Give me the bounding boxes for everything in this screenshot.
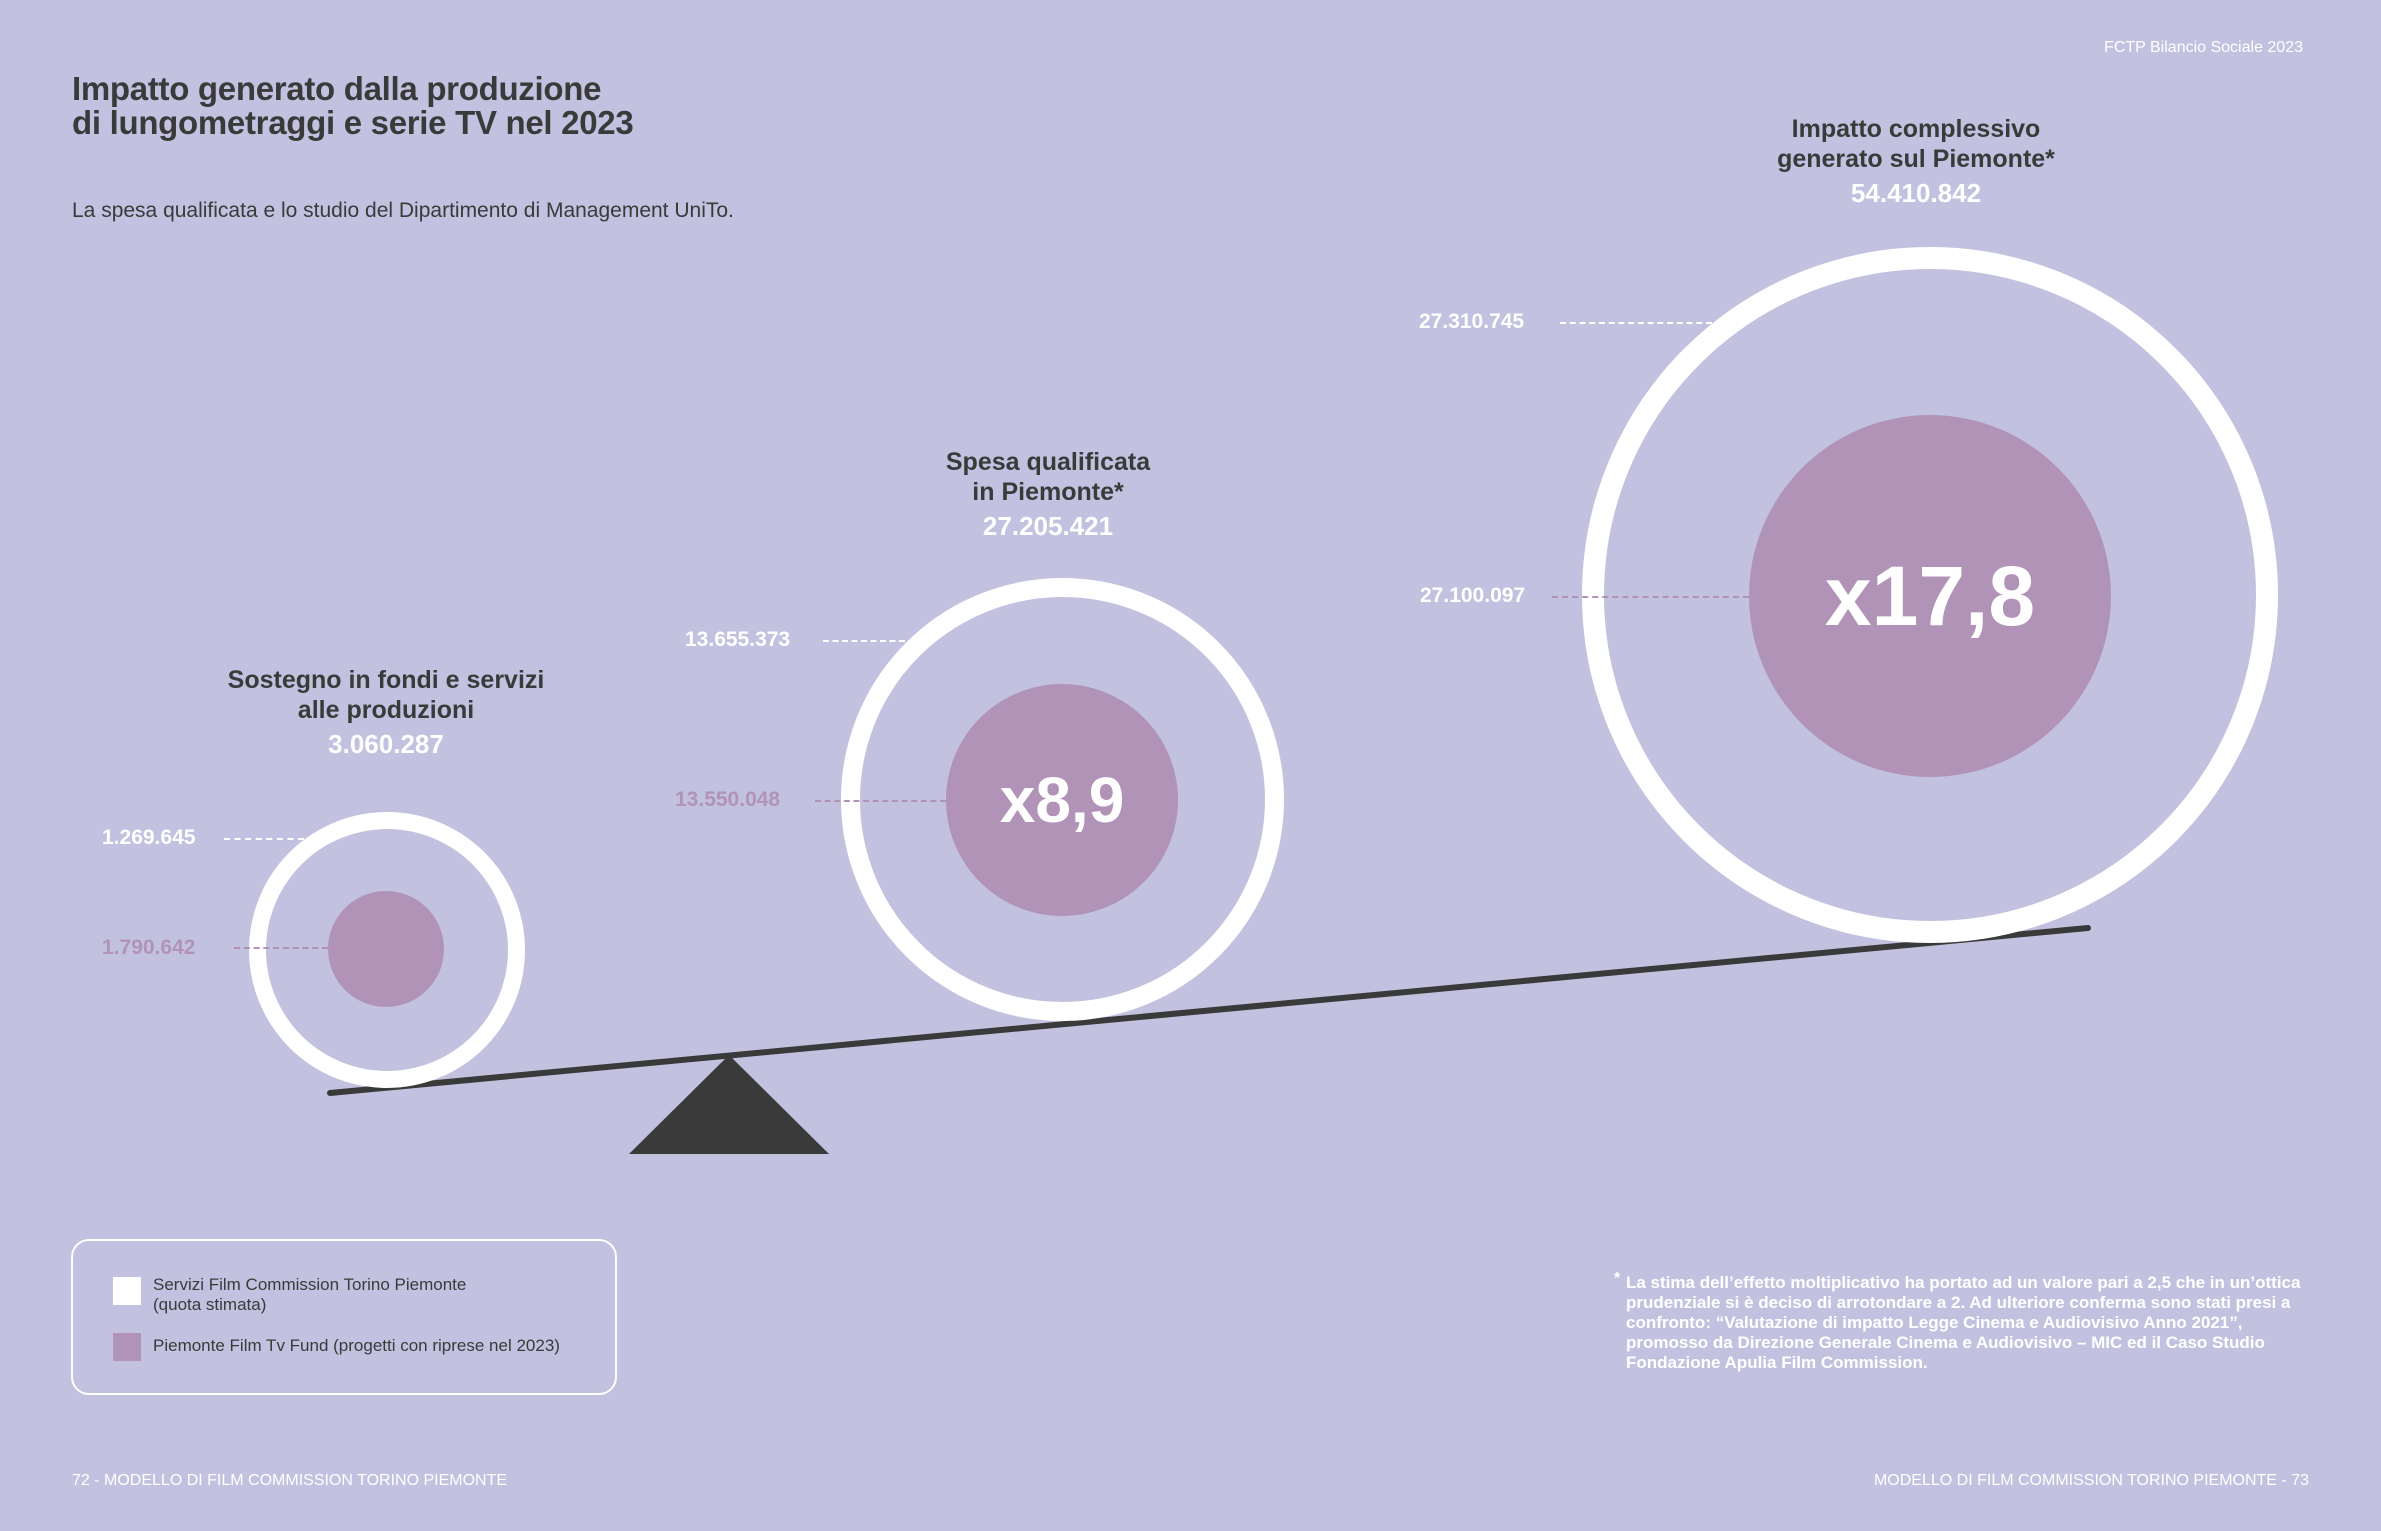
group-impact-label: Impatto complessivo generato sul Piemont… <box>1716 114 2116 174</box>
legend-item-fund: Piemonte Film Tv Fund (progetti con ripr… <box>113 1331 560 1361</box>
group-spending-fund-value: 13.550.048 <box>675 788 781 811</box>
page-title: Impatto generato dalla produzione di lun… <box>72 70 634 141</box>
group-spending-services-value: 13.655.373 <box>685 628 791 651</box>
group-spending-fund-disc: x8,9 <box>946 684 1178 916</box>
group-support-fund-disc <box>328 891 444 1007</box>
group-impact-label-line-2: generato sul Piemonte* <box>1777 145 2055 173</box>
footnote-text: La stima dell’effetto moltiplicativo ha … <box>1626 1273 2301 1372</box>
group-impact-multiplier: x17,8 <box>1824 548 2036 643</box>
footnote-marker: * <box>1614 1270 1621 1287</box>
group-spending-total: 27.205.421 <box>982 511 1114 541</box>
page-subtitle: La spesa qualificata e lo studio del Dip… <box>72 199 734 222</box>
group-spending-label-line-1: Spesa qualificata <box>945 448 1151 476</box>
legend-swatch-fund <box>113 1333 141 1361</box>
footnote: * La stima dell’effetto moltiplicativo h… <box>1614 1270 2316 1373</box>
group-impact-header: Impatto complessivo generato sul Piemont… <box>1716 114 2116 208</box>
group-impact-total: 54.410.842 <box>1850 178 1982 208</box>
group-spending-label: Spesa qualificata in Piemonte* <box>848 447 1248 507</box>
legend: Servizi Film Commission Torino Piemonte … <box>71 1239 617 1395</box>
legend-swatch-services <box>113 1277 141 1305</box>
group-spending-multiplier: x8,9 <box>999 764 1125 836</box>
group-impact-fund-leader <box>1552 596 1749 598</box>
legend-label-services-line-1: Servizi Film Commission Torino Piemonte <box>153 1275 467 1294</box>
group-support-services-value: 1.269.645 <box>102 826 196 849</box>
group-impact-services-value: 27.310.745 <box>1419 310 1525 333</box>
group-support-label-line-1: Sostegno in fondi e servizi <box>227 666 545 694</box>
legend-label-services: Servizi Film Commission Torino Piemonte … <box>153 1275 466 1315</box>
footer-right: MODELLO DI FILM COMMISSION TORINO PIEMON… <box>1873 1472 2309 1489</box>
legend-label-fund: Piemonte Film Tv Fund (progetti con ripr… <box>153 1336 560 1355</box>
group-impact-services-leader <box>1560 322 1712 324</box>
group-impact-label-line-1: Impatto complessivo <box>1791 115 2041 143</box>
group-impact-fund-disc: x17,8 <box>1749 415 2111 777</box>
group-spending-header: Spesa qualificata in Piemonte* 27.205.42… <box>848 447 1248 541</box>
seesaw-beam <box>327 925 2091 1096</box>
group-support-label: Sostegno in fondi e servizi alle produzi… <box>186 665 586 725</box>
report-header: FCTP Bilancio Sociale 2023 <box>2104 39 2303 56</box>
seesaw-fulcrum <box>629 1055 829 1154</box>
group-support-services-leader <box>224 838 304 840</box>
page-title-line-2: di lungometraggi e serie TV nel 2023 <box>72 104 634 141</box>
group-support-fund-value: 1.790.642 <box>102 936 196 959</box>
group-support-header: Sostegno in fondi e servizi alle produzi… <box>186 665 586 759</box>
page-title-line-1: Impatto generato dalla produzione <box>72 70 602 107</box>
group-impact-fund-value: 27.100.097 <box>1420 584 1526 607</box>
footer-left: 72 - MODELLO DI FILM COMMISSION TORINO P… <box>72 1472 508 1489</box>
group-support-fund-leader <box>234 947 328 949</box>
group-support-total: 3.060.287 <box>328 729 444 759</box>
group-spending-label-line-2: in Piemonte* <box>972 478 1124 506</box>
legend-item-services: Servizi Film Commission Torino Piemonte … <box>113 1275 466 1315</box>
group-spending-services-leader <box>823 640 905 642</box>
group-spending-fund-leader <box>815 800 946 802</box>
group-support-label-line-2: alle produzioni <box>297 696 475 724</box>
legend-label-services-line-2: (quota stimata) <box>153 1295 267 1314</box>
